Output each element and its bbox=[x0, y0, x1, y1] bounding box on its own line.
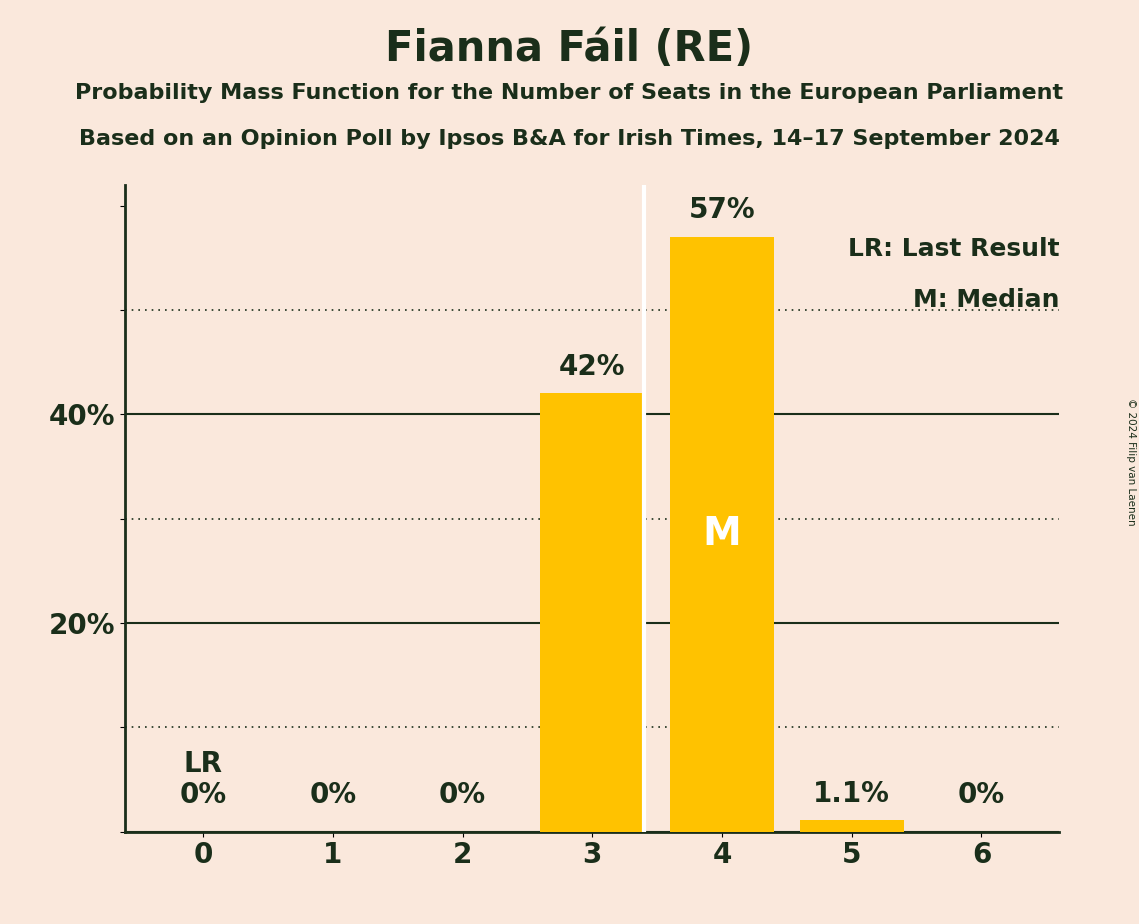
Text: M: Median: M: Median bbox=[912, 288, 1059, 312]
Text: © 2024 Filip van Laenen: © 2024 Filip van Laenen bbox=[1126, 398, 1136, 526]
Text: 1.1%: 1.1% bbox=[813, 780, 891, 808]
Text: 0%: 0% bbox=[310, 781, 357, 809]
Text: 0%: 0% bbox=[958, 781, 1005, 809]
Text: Fianna Fáil (RE): Fianna Fáil (RE) bbox=[385, 28, 754, 69]
Text: Probability Mass Function for the Number of Seats in the European Parliament: Probability Mass Function for the Number… bbox=[75, 83, 1064, 103]
Text: 0%: 0% bbox=[180, 781, 227, 809]
Text: M: M bbox=[703, 516, 741, 553]
Text: 0%: 0% bbox=[439, 781, 486, 809]
Bar bbox=[800, 821, 903, 832]
Text: 57%: 57% bbox=[689, 197, 755, 225]
Text: Based on an Opinion Poll by Ipsos B&A for Irish Times, 14–17 September 2024: Based on an Opinion Poll by Ipsos B&A fo… bbox=[79, 129, 1060, 150]
Text: LR: LR bbox=[183, 749, 222, 778]
Bar bbox=[670, 237, 773, 832]
Text: LR: Last Result: LR: Last Result bbox=[847, 237, 1059, 261]
Text: 42%: 42% bbox=[559, 353, 625, 381]
Bar bbox=[540, 394, 645, 832]
